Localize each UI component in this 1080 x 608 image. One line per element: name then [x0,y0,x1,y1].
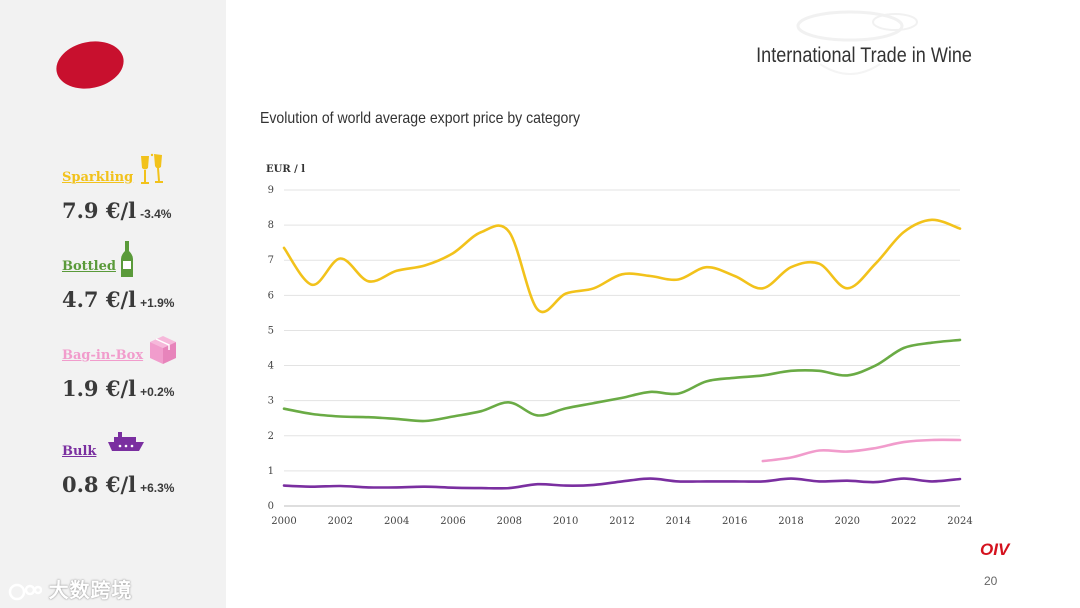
price-value: 4.7 €/l [62,287,137,312]
x-tick-label: 2008 [497,516,522,527]
ship-icon [106,430,146,459]
category-bottled: Bottled 4.7 €/l +1.9% [62,241,174,312]
x-tick-label: 2020 [835,516,860,527]
page-title: International Trade in Wine [756,44,972,67]
y-tick-label: 8 [268,220,274,231]
x-tick-label: 2006 [440,516,465,527]
y-axis-label: EUR / l [266,164,305,175]
category-bulk: Bulk 0.8 €/l +6.3% [62,432,174,497]
category-label[interactable]: Bulk [62,444,97,459]
y-tick-label: 3 [268,396,274,407]
y-tick-label: 0 [268,501,274,512]
x-tick-label: 2012 [609,516,634,527]
y-tick-label: 4 [268,361,274,372]
wine-bottle-icon [120,241,134,284]
x-tick-label: 2018 [778,516,803,527]
category-label[interactable]: Bottled [62,259,116,274]
category-bag-in-box: Bag-in-Box 1.9 €/l +0.2% [62,336,176,401]
box-icon [148,334,178,371]
category-label[interactable]: Sparkling [62,170,134,185]
x-tick-label: 2000 [271,516,296,527]
y-tick-label: 9 [268,185,274,196]
category-value: 7.9 €/l -3.4% [62,198,171,223]
y-tick-label: 2 [268,431,274,442]
champagne-glasses-icon [138,152,166,193]
chart-title: Evolution of world average export price … [260,110,581,127]
x-tick-label: 2024 [947,516,972,527]
series-line-bag-in-box [761,438,962,463]
x-tick-label: 2016 [722,516,747,527]
y-tick-label: 1 [268,466,274,477]
oiv-logo: OIV [980,540,1010,559]
x-tick-label: 2002 [328,516,353,527]
x-tick-label: 2010 [553,516,578,527]
y-tick-label: 7 [268,255,274,266]
line-chart: 0 1 2 3 4 5 6 7 8 9 2000 2002 2004 2006 2008 2010 2012 20… [266,164,973,527]
price-change: +1.9% [140,296,175,310]
category-value: 1.9 €/l +0.2% [62,376,174,401]
price-value: 0.8 €/l [62,472,137,497]
y-tick-label: 5 [268,325,274,336]
series-line-bottled [282,338,962,423]
y-tick-label: 6 [268,290,274,301]
series-line-sparkling [282,218,962,314]
category-label[interactable]: Bag-in-Box [62,348,144,363]
x-tick-label: 2014 [666,516,691,527]
watermark-logo-icon [8,582,43,602]
series-line-bulk [282,477,962,490]
price-change: -3.4% [140,207,172,221]
category-sparkling: Sparkling 7.9 €/l -3.4% [62,153,171,223]
oiv-logo-shape [51,35,129,95]
price-change: +6.3% [140,481,175,495]
page-number: 20 [984,574,998,588]
watermark-text: 大数跨境 [48,580,133,602]
category-value: 4.7 €/l +1.9% [62,287,174,312]
x-tick-label: 2022 [891,516,916,527]
watermark: 大数跨境 [8,574,133,603]
x-tick-label: 2004 [384,516,409,527]
sidebar: Sparkling 7.9 €/l -3.4% Bottled 4.7 €/l + [0,0,226,608]
category-value: 0.8 €/l +6.3% [62,472,174,497]
price-value: 7.9 €/l [62,198,137,223]
price-change: +0.2% [140,385,175,399]
price-value: 1.9 €/l [62,376,137,401]
decorative-background-art [796,10,918,75]
